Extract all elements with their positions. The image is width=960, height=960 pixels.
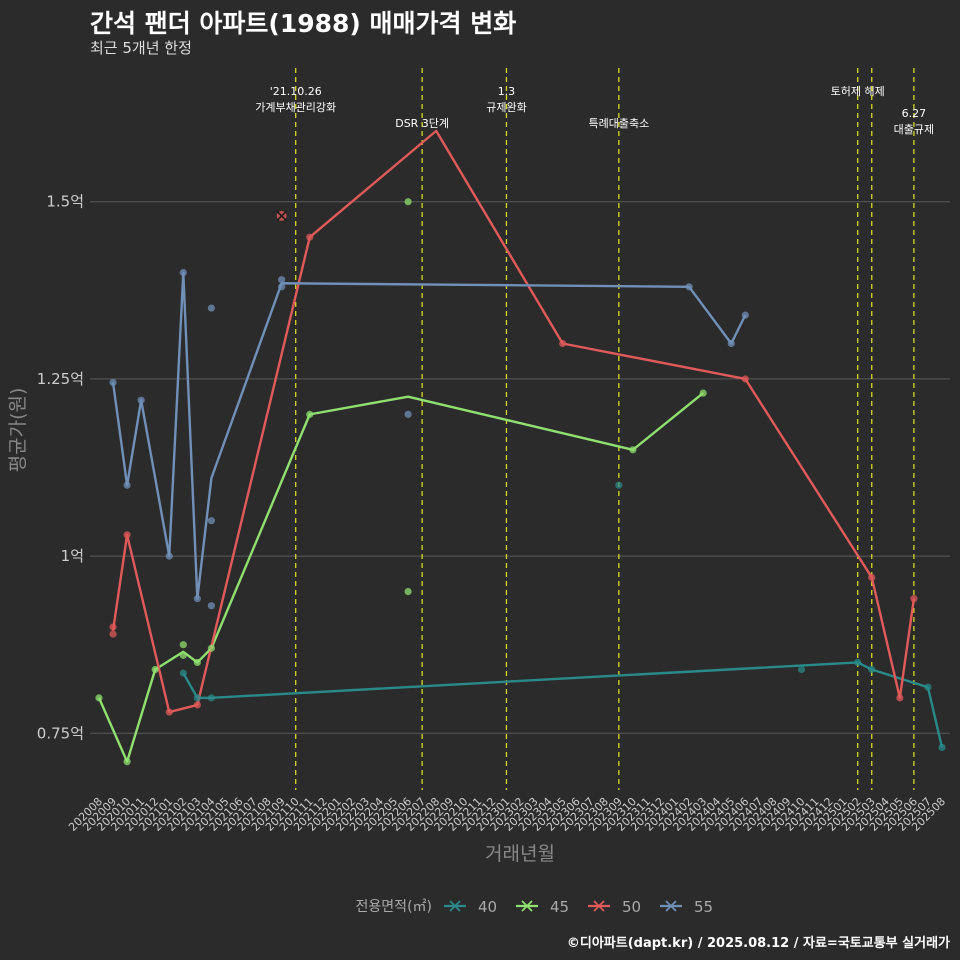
data-point-50 <box>559 339 567 348</box>
y-axis-ticks: 0.75억 1억 1.25억 1.5억 <box>37 193 84 743</box>
data-point-45 <box>95 694 103 702</box>
legend-label-50: 50 <box>622 898 641 916</box>
data-points <box>95 198 946 766</box>
event-label: 6.27 <box>902 107 927 120</box>
data-point-50 <box>109 623 117 631</box>
data-point-50 <box>165 708 173 716</box>
event-label: 특례대출축소 <box>588 117 649 130</box>
data-point-55 <box>207 602 215 610</box>
y-axis-title: 평균가(원) <box>7 388 29 473</box>
data-point-40 <box>797 665 806 674</box>
data-point-55 <box>123 481 131 489</box>
data-point-45 <box>629 446 637 454</box>
y-tick-label: 1억 <box>61 547 84 565</box>
data-point-50 <box>193 701 201 709</box>
legend-key-45 <box>521 900 533 912</box>
data-point-55 <box>278 283 286 291</box>
data-point-45 <box>306 410 314 418</box>
data-point-55 <box>741 311 749 319</box>
event-label: 규제완화 <box>486 101 526 114</box>
chart-title: 간석 팬더 아파트(1988) 매매가격 변화 <box>90 9 517 38</box>
legend-key-40 <box>449 900 461 912</box>
legend-key-50 <box>593 900 605 912</box>
series-lines <box>97 129 944 763</box>
series-line-45 <box>97 392 704 763</box>
data-point-55 <box>165 552 173 560</box>
data-point-55 <box>278 276 286 284</box>
data-point-55 <box>179 269 187 277</box>
data-point-40 <box>924 683 932 691</box>
data-point-40 <box>193 694 201 702</box>
data-point-50 <box>306 233 314 241</box>
legend-label-55: 55 <box>694 898 713 916</box>
data-point-40 <box>854 658 862 667</box>
data-point-55 <box>404 410 412 418</box>
data-point-55 <box>193 595 201 603</box>
legend: 전용면적(㎡) 40 45 50 55 <box>356 898 714 916</box>
event-label: 1.3 <box>498 85 516 98</box>
data-point-45 <box>123 758 131 766</box>
event-label: DSR 3단계 <box>395 117 449 130</box>
data-point-40 <box>179 669 187 677</box>
x-axis-title: 거래년월 <box>485 843 555 865</box>
data-point-55 <box>207 517 215 525</box>
data-point-45 <box>179 641 187 649</box>
data-point-45 <box>151 665 159 674</box>
data-point-50 <box>910 595 918 603</box>
series-line-50 <box>111 129 916 714</box>
event-label: 대출규제 <box>894 123 934 136</box>
source-caption: ©디아파트(dapt.kr) / 2025.08.12 / 자료=국토교통부 실… <box>566 936 950 951</box>
event-label: '21.10.26 <box>270 85 322 98</box>
data-point-40 <box>938 743 946 752</box>
series-line-40 <box>182 661 944 748</box>
data-point-55 <box>685 283 693 291</box>
legend-label-40: 40 <box>478 898 497 916</box>
data-point-45 <box>193 658 201 667</box>
data-point-50 <box>109 630 117 638</box>
data-point-40 <box>868 665 876 674</box>
y-tick-label: 0.75억 <box>37 724 84 742</box>
data-point-45 <box>207 644 215 652</box>
cross-mark <box>276 210 288 222</box>
data-point-45 <box>179 651 187 659</box>
chart-subtitle: 최근 5개년 한정 <box>90 39 192 57</box>
data-point-45 <box>404 587 412 596</box>
legend-key-55 <box>665 900 677 912</box>
data-point-40 <box>207 694 215 702</box>
grid-lines <box>90 201 950 734</box>
data-point-50 <box>896 694 904 702</box>
data-point-50 <box>741 375 749 383</box>
x-axis-ticks: 2020082020092020102020112020122021012021… <box>66 795 948 834</box>
data-point-50 <box>123 531 131 539</box>
legend-label-45: 45 <box>550 898 569 916</box>
data-point-55 <box>109 378 117 387</box>
data-point-55 <box>207 304 215 312</box>
legend-title: 전용면적(㎡) <box>356 899 432 915</box>
y-tick-label: 1.5억 <box>46 193 84 211</box>
data-point-40 <box>615 481 623 489</box>
y-tick-label: 1.25억 <box>37 370 84 388</box>
data-point-45 <box>699 389 707 397</box>
event-label: 가계부채관리강화 <box>255 101 336 114</box>
data-point-50 <box>868 573 876 581</box>
data-point-55 <box>137 396 145 404</box>
data-point-55 <box>727 339 735 348</box>
data-point-45 <box>404 198 412 206</box>
event-label: 토허제 해제 <box>831 84 885 98</box>
